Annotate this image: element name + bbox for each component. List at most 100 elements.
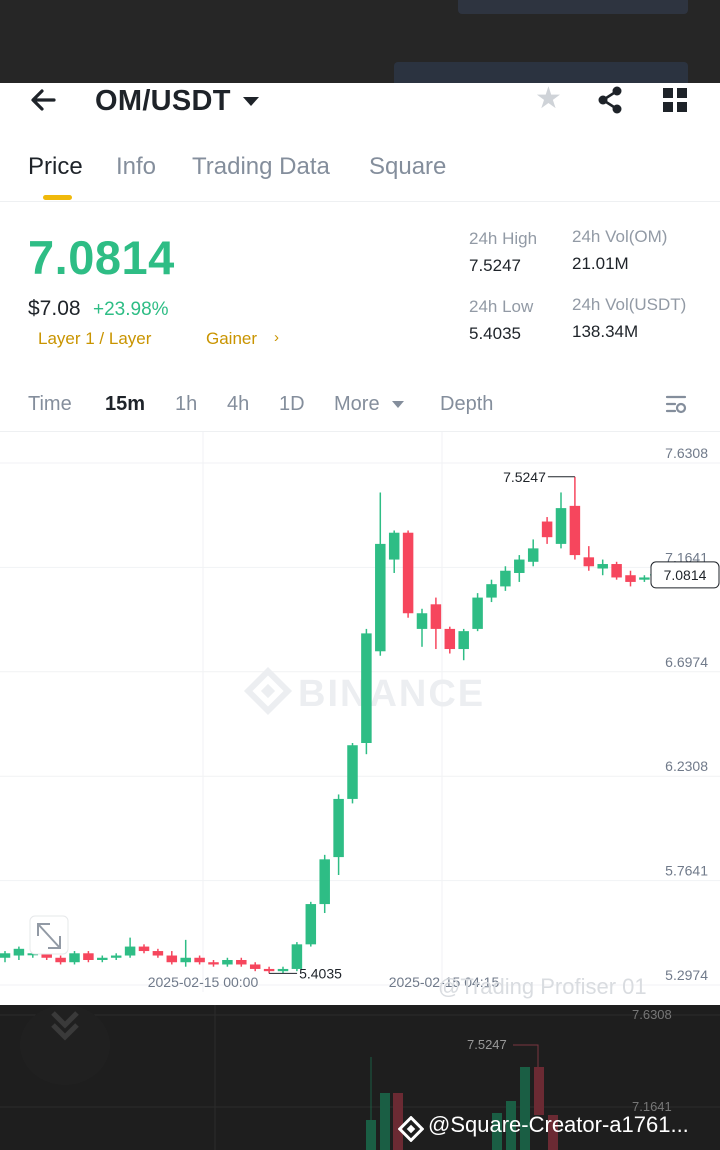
candle-body bbox=[611, 564, 622, 578]
candle-body bbox=[236, 959, 247, 965]
candle-body bbox=[555, 508, 567, 544]
depth-tab[interactable]: Depth bbox=[440, 393, 494, 415]
stat-high-value: 7.5247 bbox=[469, 256, 521, 275]
usd-price: $7.08 bbox=[28, 297, 81, 320]
candle-body bbox=[69, 953, 80, 963]
stat-vol-usdt-value: 138.34M bbox=[572, 322, 639, 341]
header: OM/USDT ★ bbox=[0, 83, 720, 123]
interval-bar: Time 15m 1h 4h 1D More Depth bbox=[0, 383, 720, 427]
stat-vol-om-value: 21.01M bbox=[572, 254, 629, 273]
candle-body bbox=[375, 543, 386, 652]
interval-1h[interactable]: 1h bbox=[175, 393, 198, 415]
y-axis-tick: 6.6974 bbox=[665, 654, 708, 670]
mini-y-tick: 7.6308 bbox=[632, 1007, 672, 1022]
tag-layer[interactable]: Layer 1 / Layer bbox=[38, 329, 152, 348]
tab-info[interactable]: Info bbox=[116, 153, 157, 180]
divider bbox=[0, 431, 720, 432]
stat-vol-om-label: 24h Vol(OM) bbox=[572, 227, 668, 246]
candle-body bbox=[55, 957, 66, 963]
interval-15m[interactable]: 15m bbox=[105, 393, 146, 415]
candle-body bbox=[541, 521, 553, 538]
creator-handle: @Square-Creator-a1761... bbox=[428, 1112, 689, 1137]
candle-body bbox=[458, 631, 469, 650]
candle-body bbox=[83, 953, 94, 960]
mini-high-label: 7.5247 bbox=[467, 1037, 507, 1052]
stat-low-value: 5.4035 bbox=[469, 324, 521, 343]
binance-watermark: BINANCE bbox=[243, 666, 483, 716]
candle-body bbox=[277, 968, 289, 972]
candle-body bbox=[333, 798, 344, 858]
mini-y-tick: 7.1641 bbox=[632, 1099, 672, 1114]
candle-body bbox=[527, 548, 539, 562]
candle-body bbox=[388, 532, 400, 560]
candle-body bbox=[583, 557, 595, 567]
candle-body bbox=[597, 564, 608, 569]
tab-square[interactable]: Square bbox=[369, 153, 447, 180]
interval-4h[interactable]: 4h bbox=[227, 393, 250, 415]
candle-body bbox=[291, 944, 303, 969]
trading-profiser-watermark: @Trading Profiser 01 bbox=[438, 974, 647, 999]
candle-body bbox=[152, 951, 164, 956]
background-ghost-bar bbox=[394, 62, 688, 83]
stat-low-label: 24h Low bbox=[469, 297, 534, 316]
expand-icon[interactable] bbox=[29, 915, 69, 955]
trading-screen: OM/USDT ★ Price Info Trading Data Square… bbox=[0, 83, 720, 1005]
candle-body bbox=[138, 946, 150, 952]
pair-selector[interactable]: OM/USDT bbox=[95, 85, 259, 118]
candle-body bbox=[13, 948, 25, 956]
interval-1d[interactable]: 1D bbox=[279, 393, 305, 415]
candle-body bbox=[514, 559, 525, 573]
share-icon[interactable] bbox=[595, 85, 625, 120]
y-axis-tick: 7.1641 bbox=[665, 549, 708, 565]
background-overlay-top bbox=[0, 0, 720, 83]
star-icon[interactable]: ★ bbox=[535, 83, 562, 115]
chevron-right-icon: › bbox=[274, 329, 279, 346]
candle-body bbox=[444, 628, 456, 650]
last-price-tag bbox=[650, 561, 720, 589]
last-price-tag-label: 7.0814 bbox=[664, 567, 707, 583]
candle-body bbox=[194, 957, 205, 963]
candle-body bbox=[486, 584, 497, 598]
chevron-down-icon[interactable] bbox=[20, 1005, 110, 1085]
y-axis-tick: 5.2974 bbox=[665, 967, 708, 983]
candle-body bbox=[263, 968, 275, 972]
active-tab-indicator bbox=[43, 195, 72, 200]
candle-body bbox=[41, 953, 52, 958]
pair-name: OM/USDT bbox=[95, 85, 231, 117]
candle-body bbox=[569, 505, 581, 556]
tab-price[interactable]: Price bbox=[28, 153, 83, 180]
candle-body bbox=[249, 964, 261, 969]
candle-body bbox=[361, 633, 372, 743]
grid-icon[interactable] bbox=[662, 87, 688, 118]
candle-body bbox=[305, 904, 317, 945]
stat-vol-usdt-label: 24h Vol(USDT) bbox=[572, 295, 687, 314]
y-axis-tick: 5.7641 bbox=[665, 863, 708, 879]
back-arrow-icon[interactable] bbox=[28, 85, 68, 117]
candle-body bbox=[416, 613, 428, 629]
candle-body bbox=[124, 946, 136, 956]
background-overlay-bottom: 7.6308 7.1641 7.5247 @Square-Creator-a17… bbox=[0, 1005, 720, 1150]
y-axis-tick: 6.2308 bbox=[665, 758, 708, 774]
binance-logo-icon bbox=[397, 1115, 425, 1147]
candlestick-chart[interactable]: 7.6308 7.1641 6.6974 6.2308 5.7641 5.2974 2025… bbox=[0, 432, 720, 1005]
interval-time[interactable]: Time bbox=[28, 393, 72, 415]
background-ghost-bar bbox=[458, 0, 688, 14]
candle-body bbox=[472, 597, 483, 629]
candle-body bbox=[347, 745, 358, 799]
tag-gainer[interactable]: Gainer bbox=[206, 329, 258, 348]
x-axis-tick: 2025-02-15 00:00 bbox=[148, 974, 259, 990]
candle-body bbox=[110, 955, 122, 958]
candle-body bbox=[97, 957, 108, 960]
candle-body bbox=[208, 962, 219, 965]
tab-trading-data[interactable]: Trading Data bbox=[192, 153, 330, 180]
interval-more[interactable]: More bbox=[334, 393, 380, 415]
candle-body bbox=[430, 604, 442, 629]
tab-bar: Price Info Trading Data Square bbox=[0, 149, 720, 209]
candle-body bbox=[222, 959, 233, 965]
divider bbox=[0, 201, 720, 202]
candle-body bbox=[180, 957, 191, 963]
stat-high-label: 24h High bbox=[469, 229, 538, 248]
x-axis-tick: 2025-02-15 04:15 bbox=[389, 974, 500, 990]
settings-icon[interactable] bbox=[664, 393, 688, 422]
y-axis-tick: 7.6308 bbox=[665, 445, 708, 461]
